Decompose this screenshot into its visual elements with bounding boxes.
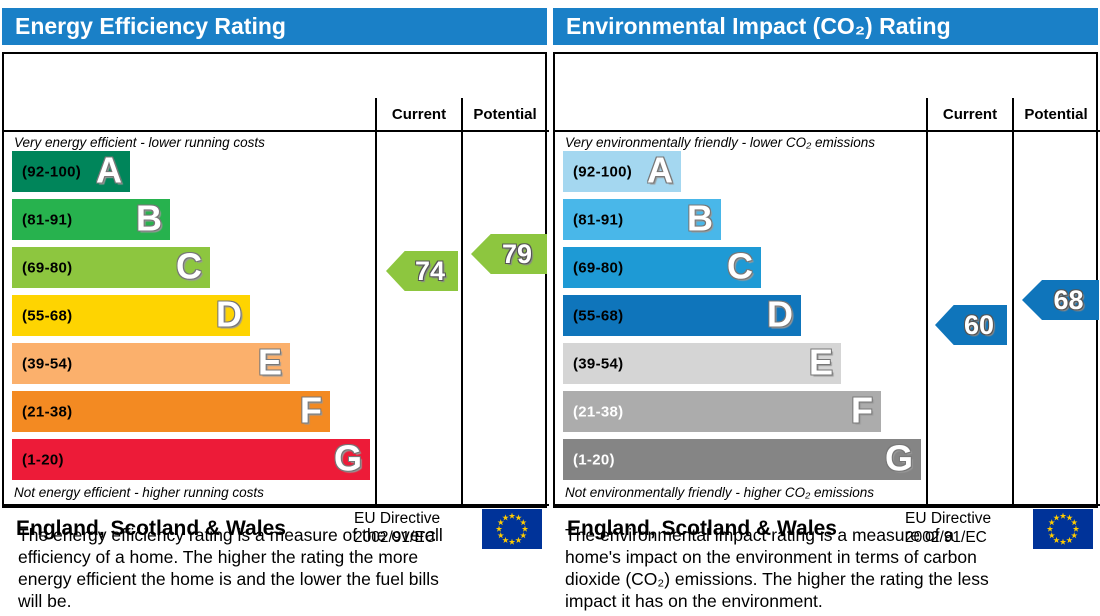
band-f: (21-38) F <box>12 391 330 432</box>
band-d: (55-68) D <box>563 295 801 336</box>
energy-efficiency-panel: Energy Efficiency Rating Current Potenti… <box>2 8 549 549</box>
band-letter: G <box>333 437 362 479</box>
band-letter: A <box>647 149 673 191</box>
potential-rating-arrow: 79 <box>471 234 547 274</box>
column-divider <box>1012 98 1014 506</box>
panel-title-text: Environmental Impact (CO₂) Rating <box>566 13 951 39</box>
band-letter: D <box>767 293 793 335</box>
top-note: Very energy efficient - lower running co… <box>14 135 265 150</box>
band-range-label: (1-20) <box>22 451 64 468</box>
band-c: (69-80) C <box>12 247 210 288</box>
band-range-label: (55-68) <box>22 307 73 324</box>
environmental-impact-description: The environmental impact rating is a mea… <box>565 525 989 611</box>
band-a: (92-100) A <box>563 151 681 192</box>
band-letter: E <box>257 341 282 383</box>
region-label: England, Scotland & Wales <box>567 517 837 540</box>
panel-footer: England, Scotland & Wales EU Directive 2… <box>4 506 545 552</box>
current-column-header: Current <box>942 106 998 123</box>
band-letter: G <box>884 437 913 479</box>
band-d: (55-68) D <box>12 295 250 336</box>
current-column-header: Current <box>391 106 447 123</box>
band-range-label: (92-100) <box>22 163 82 180</box>
directive-line: 2002/91/EC <box>905 529 987 546</box>
band-letter: A <box>96 149 122 191</box>
band-g: (1-20) G <box>563 439 921 480</box>
band-range-label: (1-20) <box>573 451 615 468</box>
current-rating-value: 60 <box>963 309 995 340</box>
band-range-label: (39-54) <box>573 355 624 372</box>
current-rating-value: 74 <box>414 255 446 286</box>
potential-rating-value: 68 <box>1053 284 1084 315</box>
band-e: (39-54) E <box>12 343 290 384</box>
eu-flag-icon <box>1033 509 1093 549</box>
current-rating-arrow: 74 <box>386 251 458 291</box>
header-row-divider <box>4 130 549 132</box>
bottom-note: Not energy efficient - higher running co… <box>14 485 264 500</box>
band-letter: C <box>176 245 202 287</box>
header-row-divider <box>555 130 1100 132</box>
band-letter: B <box>136 197 162 239</box>
band-range-label: (69-80) <box>573 259 624 276</box>
band-f: (21-38) F <box>563 391 881 432</box>
band-letter: E <box>808 341 833 383</box>
column-divider <box>926 98 928 506</box>
band-b: (81-91) B <box>12 199 170 240</box>
band-letter: B <box>687 197 713 239</box>
energy-efficiency-description: The energy efficiency rating is a measur… <box>18 525 443 611</box>
band-letter: F <box>851 389 873 431</box>
band-letter: F <box>300 389 322 431</box>
column-divider <box>375 98 377 506</box>
energy-chart-frame: Current Potential Very energy efficient … <box>2 52 549 549</box>
potential-rating-value: 79 <box>501 238 533 269</box>
band-g: (1-20) G <box>12 439 370 480</box>
band-range-label: (92-100) <box>573 163 633 180</box>
band-a: (92-100) A <box>12 151 130 192</box>
band-b: (81-91) B <box>563 199 721 240</box>
eu-directive-label: EU Directive 2002/91/EC <box>354 509 440 547</box>
region-label: England, Scotland & Wales <box>16 517 286 540</box>
footer-row-divider <box>555 504 1100 506</box>
directive-line: 2002/91/EC <box>354 529 436 546</box>
band-range-label: (81-91) <box>573 211 624 228</box>
environmental-impact-panel: Environmental Impact (CO₂) Rating Curren… <box>553 8 1100 549</box>
potential-column-header: Potential <box>1024 106 1088 123</box>
environmental-impact-title: Environmental Impact (CO₂) Rating <box>553 8 1098 45</box>
current-rating-arrow: 60 <box>935 305 1007 345</box>
environmental-chart-frame: Current Potential Very environmentally f… <box>553 52 1100 549</box>
band-range-label: (81-91) <box>22 211 73 228</box>
panel-footer: England, Scotland & Wales EU Directive 2… <box>555 506 1096 552</box>
band-range-label: (69-80) <box>22 259 73 276</box>
energy-efficiency-title: Energy Efficiency Rating <box>2 8 547 45</box>
potential-column-header: Potential <box>473 106 537 123</box>
band-range-label: (55-68) <box>573 307 624 324</box>
footer-row-divider <box>4 504 549 506</box>
column-divider <box>461 98 463 506</box>
band-e: (39-54) E <box>563 343 841 384</box>
top-note: Very environmentally friendly - lower CO… <box>565 135 875 150</box>
potential-rating-arrow: 68 <box>1022 280 1099 320</box>
band-c: (69-80) C <box>563 247 761 288</box>
directive-line: EU Directive <box>905 510 992 527</box>
directive-line: EU Directive <box>354 510 441 527</box>
band-range-label: (39-54) <box>22 355 73 372</box>
panel-title-text: Energy Efficiency Rating <box>15 13 286 39</box>
eu-directive-label: EU Directive 2002/91/EC <box>905 509 991 547</box>
band-letter: C <box>727 245 753 287</box>
band-range-label: (21-38) <box>22 403 73 420</box>
eu-flag-icon <box>482 509 542 549</box>
band-letter: D <box>216 293 242 335</box>
band-range-label: (21-38) <box>573 403 624 420</box>
bottom-note: Not environmentally friendly - higher CO… <box>565 485 875 500</box>
